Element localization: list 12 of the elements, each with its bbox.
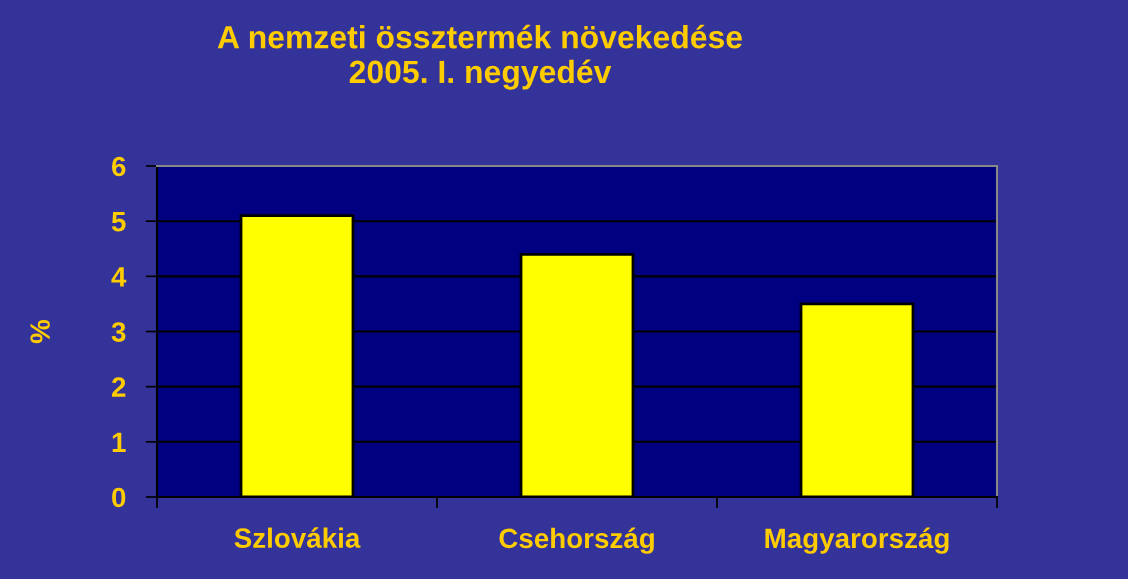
x-tick-label: Csehország [499,527,654,554]
x-tick-label: Magyarország [765,527,949,554]
y-tick-label: 0 [112,487,126,508]
chart-title: A nemzeti össztermék növekedése 2005. I. negyedév [217,24,742,90]
y-tick-label: 5 [111,212,126,232]
x-tick-label: Szlovákia [234,527,361,548]
y-axis-title: % [30,319,50,344]
y-tick-label: 1 [112,432,126,452]
y-tick-label: 6 [112,156,126,177]
y-tick-label: 4 [111,267,127,287]
y-tick-label: 2 [111,377,126,397]
y-tick-label: 3 [111,322,126,342]
